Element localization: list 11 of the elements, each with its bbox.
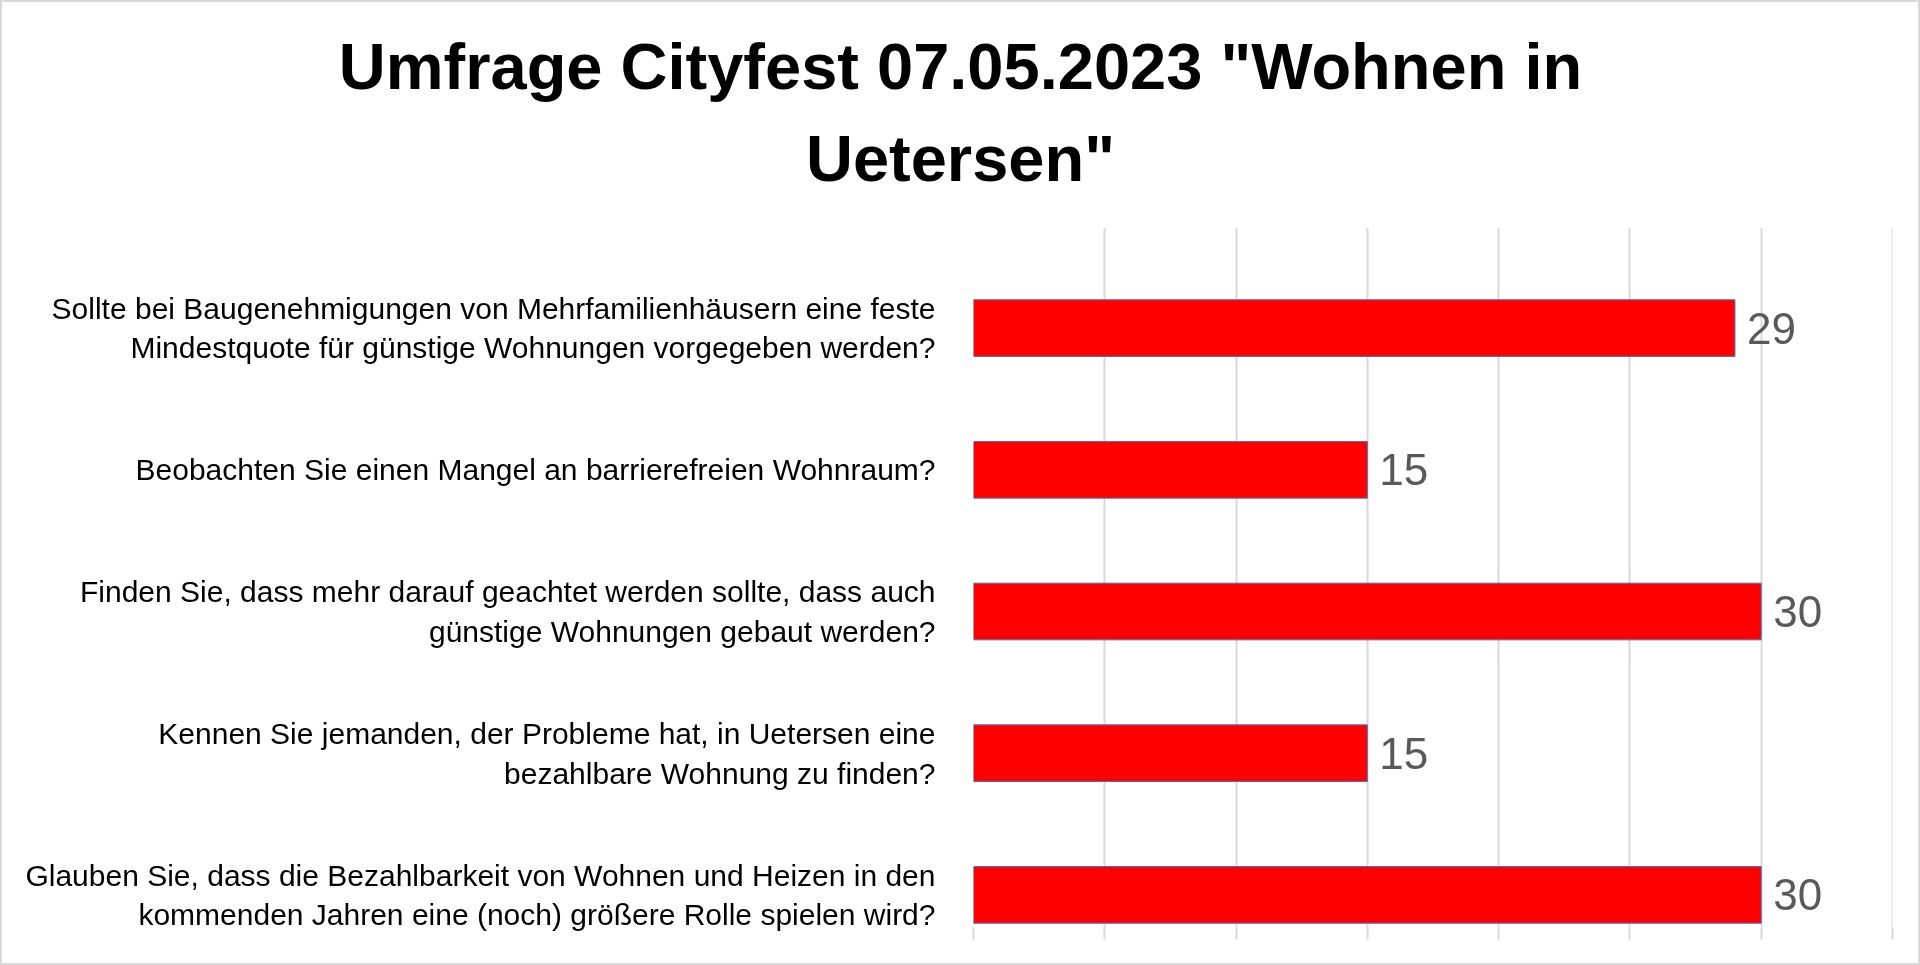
- y-tick-label: Sollte bei Baugenehmigungen von Mehrfamilienhäusern eine feste Mindestquote für günstige Wohnungen vorgegeben werden?: [51, 291, 936, 365]
- y-tick-label: Finden Sie, dass mehr darauf geachtet werden sollte, dass auch günstige Wohnungen gebaut werden?: [80, 575, 936, 648]
- data-label: 15: [1379, 728, 1429, 778]
- data-label: 29: [1746, 303, 1796, 353]
- data-label: 30: [1773, 870, 1823, 920]
- y-tick-label: Kennen Sie jemanden, der Probleme hat, in Uetersen eine bezahlbare Wohnung zu finden?: [158, 716, 936, 790]
- y-tick-label: Glauben Sie, dass die Bezahlbarkeit von Wohnen und Heizen in den kommenden Jahren eine (noch) größere Rolle spielen wird?: [25, 858, 936, 932]
- y-tick-label: Beobachten Sie einen Mangel an barrierefreien Wohnraum?: [135, 453, 936, 487]
- data-label: 15: [1379, 445, 1429, 495]
- chart-title: Umfrage Cityfest 07.05.2023 "Wohnen in Uetersen": [338, 30, 1583, 195]
- data-label: 30: [1773, 587, 1823, 637]
